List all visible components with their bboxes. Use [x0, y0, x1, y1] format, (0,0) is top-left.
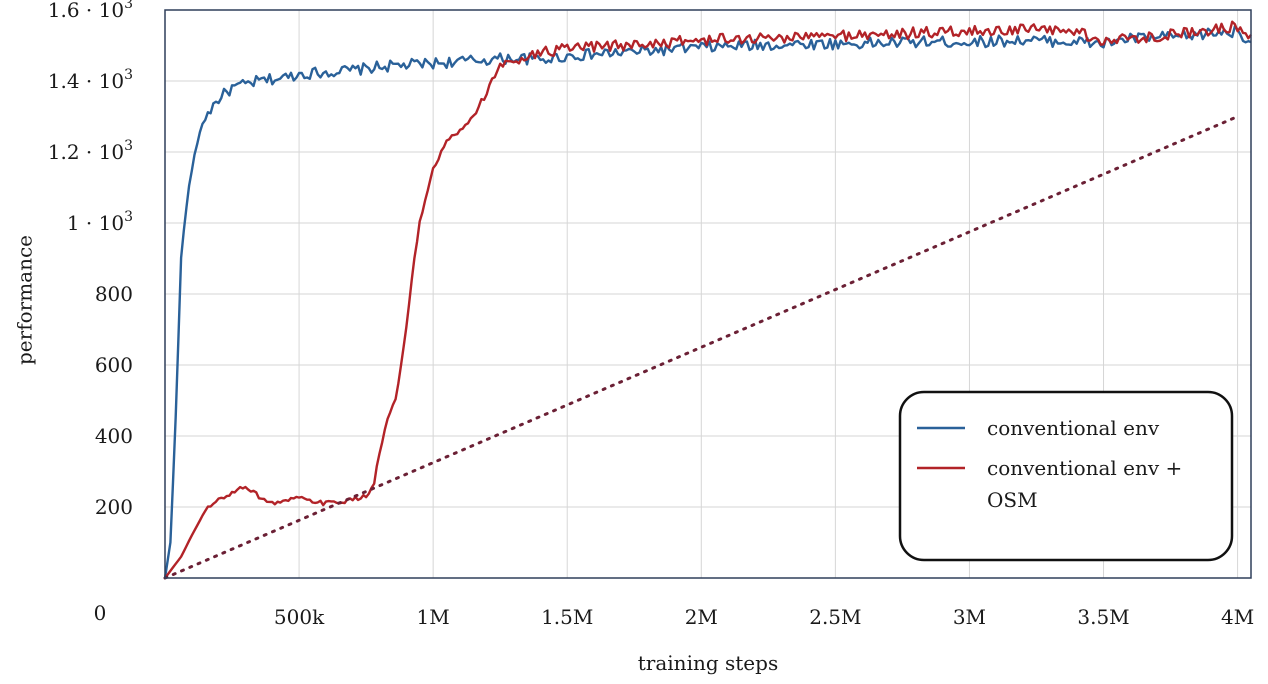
series-line-conventional-env-osm — [164, 20, 1252, 579]
legend-label-line2: OSM — [987, 488, 1038, 512]
y-axis-title: performance — [13, 235, 37, 365]
y-tick-label: 1.2 · 103 — [48, 138, 133, 164]
y-tick-label: 600 — [95, 353, 133, 377]
y-tick-label: 1.6 · 103 — [48, 0, 133, 22]
x-axis-title: training steps — [638, 651, 778, 675]
legend: conventional env conventional env + OSM — [898, 390, 1234, 562]
y-tick-label: 200 — [95, 495, 133, 519]
y-tick-label: 800 — [95, 282, 133, 306]
plot-frame — [164, 9, 1252, 579]
x-tick-label: 2M — [685, 605, 718, 629]
y-tick-label: 1.4 · 103 — [48, 67, 133, 93]
reference-line — [163, 115, 1240, 580]
origin-label: 0 — [94, 601, 107, 625]
x-tick-label: 4M — [1221, 605, 1254, 629]
x-tick-label: 3.5M — [1077, 605, 1129, 629]
x-tick-label: 1.5M — [541, 605, 593, 629]
series-layer — [163, 20, 1252, 580]
x-tick-label: 2.5M — [809, 605, 861, 629]
x-tick-label: 1M — [417, 605, 450, 629]
legend-box — [898, 390, 1234, 562]
y-tick-label: 400 — [95, 424, 133, 448]
legend-label: conventional env — [987, 416, 1160, 440]
legend-label: conventional env + — [987, 456, 1182, 480]
x-tick-label: 3M — [953, 605, 986, 629]
x-tick-label: 500k — [274, 605, 325, 629]
y-tick-label: 1 · 103 — [67, 209, 133, 235]
tick-labels: 500k 1M 1.5M 2M 2.5M 3M 3.5M 4M 200 400 600 800 1 · … — [48, 0, 1254, 629]
